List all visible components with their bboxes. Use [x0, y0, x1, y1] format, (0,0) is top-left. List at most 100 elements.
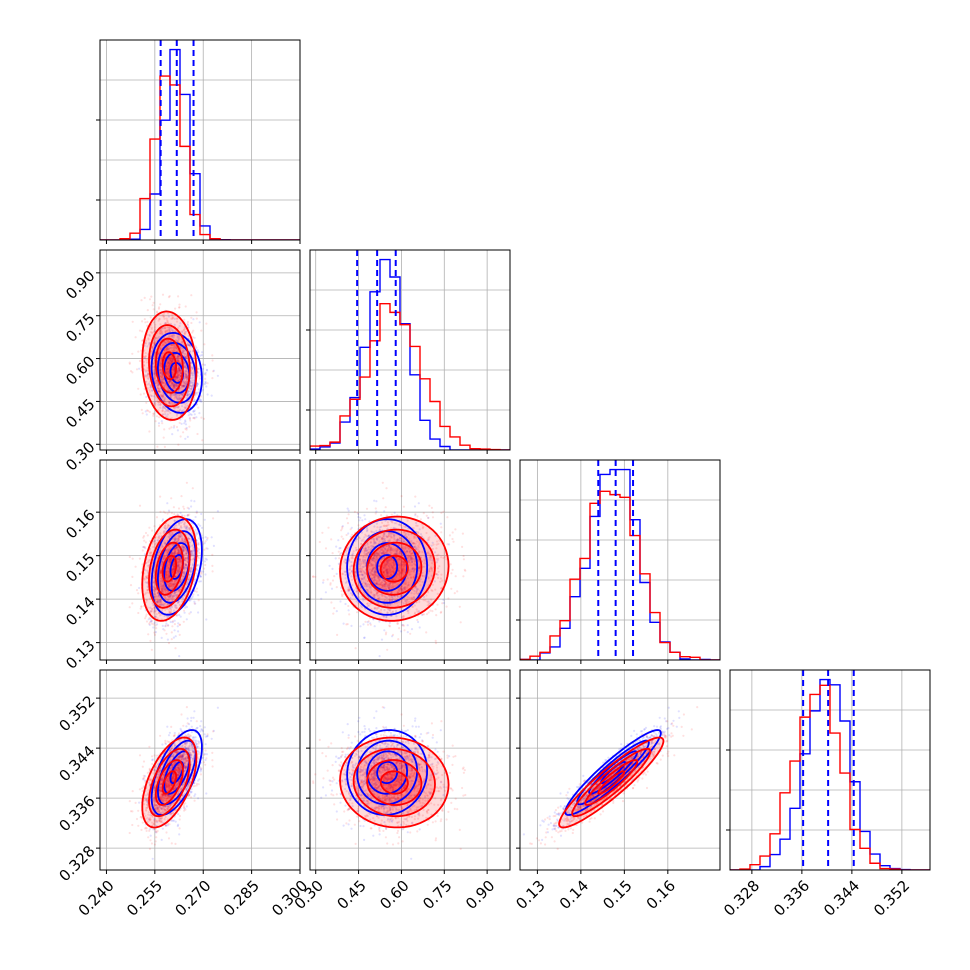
sample-point: [177, 600, 180, 603]
sample-point: [342, 622, 345, 625]
sample-point: [166, 321, 169, 325]
sample-point: [177, 356, 180, 359]
sample-point: [179, 435, 182, 438]
sample-point: [192, 329, 195, 332]
sample-point: [169, 532, 172, 535]
sample-point: [180, 526, 183, 529]
sample-point: [181, 388, 184, 391]
sample-point: [157, 389, 160, 393]
sample-point: [170, 379, 173, 382]
sample-point: [194, 528, 197, 531]
sample-point: [185, 382, 188, 385]
sample-point: [192, 399, 195, 402]
sample-point: [205, 547, 208, 550]
sample-point: [187, 343, 190, 347]
sample-point: [176, 379, 179, 382]
sample-point: [170, 343, 173, 346]
sample-point: [160, 587, 163, 591]
sample-point: [169, 334, 172, 337]
sample-point: [176, 571, 179, 574]
sample-point: [158, 330, 161, 333]
sample-point: [163, 351, 166, 354]
sample-point: [174, 546, 178, 549]
sample-point: [184, 563, 187, 566]
sample-point: [144, 617, 147, 620]
sample-point: [181, 385, 184, 388]
sample-point: [151, 347, 154, 350]
sample-point: [185, 370, 188, 373]
sample-point: [164, 413, 167, 416]
sample-point: [176, 413, 179, 416]
sample-point: [155, 600, 158, 603]
sample-point: [155, 384, 159, 387]
sample-point: [153, 621, 156, 624]
sample-point: [177, 367, 180, 371]
sample-point: [165, 342, 168, 345]
sample-point: [151, 529, 154, 532]
sample-point: [178, 366, 181, 369]
sample-point: [178, 369, 182, 372]
sample-point: [188, 344, 191, 347]
sample-point: [161, 372, 164, 375]
sample-point: [197, 599, 200, 602]
sample-point: [160, 577, 163, 580]
sample-point: [199, 580, 203, 583]
sample-point: [166, 362, 169, 365]
sample-point: [161, 352, 164, 355]
sample-point: [193, 600, 196, 603]
sample-point: [189, 350, 192, 353]
sample-point: [186, 372, 189, 375]
sample-point: [135, 589, 139, 592]
sample-point: [168, 364, 171, 367]
sample-point: [178, 367, 181, 370]
sample-point: [141, 320, 144, 323]
sample-point: [177, 566, 180, 569]
sample-point: [178, 371, 181, 374]
sample-point: [131, 352, 134, 355]
sample-point: [176, 563, 179, 566]
sample-point: [173, 424, 176, 427]
sample-point: [178, 369, 181, 372]
sample-point: [176, 571, 179, 574]
sample-point: [176, 370, 179, 373]
sample-point: [178, 397, 181, 400]
sample-point: [173, 323, 176, 326]
sample-point: [181, 393, 184, 396]
sample-point: [184, 383, 187, 386]
sample-point: [169, 393, 172, 396]
sample-point: [173, 385, 176, 388]
sample-point: [185, 618, 188, 621]
sample-point: [168, 360, 171, 363]
sample-point: [162, 436, 165, 439]
sample-point: [167, 572, 170, 575]
sample-point: [171, 368, 174, 371]
sample-point: [184, 437, 187, 440]
sample-point: [154, 382, 157, 385]
sample-point: [184, 527, 187, 530]
sample-point: [179, 580, 182, 583]
sample-point: [160, 331, 164, 334]
sample-point: [150, 619, 154, 622]
sample-point: [176, 548, 179, 551]
sample-point: [171, 359, 174, 362]
sample-point: [196, 564, 200, 567]
sample-point: [147, 633, 150, 636]
sample-point: [205, 385, 208, 388]
sample-point: [160, 356, 163, 359]
sample-point: [178, 409, 181, 412]
sample-point: [186, 393, 189, 396]
sample-point: [159, 569, 162, 572]
sample-point: [206, 536, 209, 540]
sample-point: [190, 384, 193, 387]
sample-point: [176, 375, 179, 378]
sample-point: [171, 360, 174, 363]
sample-point: [178, 564, 181, 567]
sample-point: [182, 328, 186, 331]
sample-point: [172, 384, 175, 388]
sample-point: [173, 566, 176, 569]
sample-point: [171, 402, 174, 405]
sample-point: [167, 624, 170, 627]
sample-point: [165, 415, 168, 418]
sample-point: [150, 394, 153, 397]
sample-point: [172, 553, 175, 556]
